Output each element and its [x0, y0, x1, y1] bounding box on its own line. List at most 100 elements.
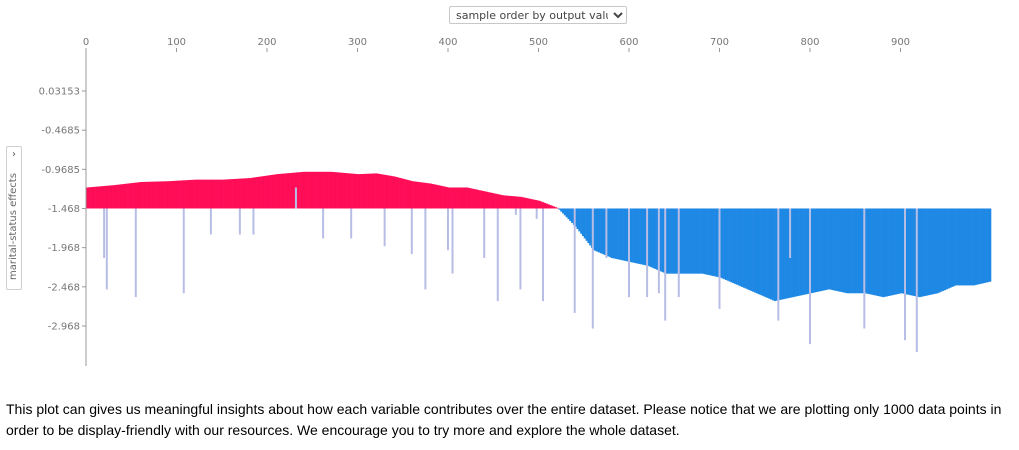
area-bar [525, 198, 528, 209]
area-bar [536, 200, 539, 209]
area-bar [958, 208, 961, 286]
area-bar [467, 187, 471, 209]
area-bar [884, 208, 887, 297]
area-bar [509, 195, 512, 209]
area-bar [781, 208, 784, 300]
area-bar [176, 180, 179, 209]
area-bar [301, 171, 304, 209]
area-bar [171, 181, 174, 209]
y-tick-label: -1.968 [48, 243, 80, 254]
area-bar [931, 208, 934, 295]
area-bar [192, 179, 195, 209]
area-bar [918, 208, 921, 298]
y-axis: 0.03153 -0.4685 -0.9685 -1.468 -1.968 -2.468 -… [39, 50, 87, 366]
area-bar [357, 174, 360, 209]
area-bar [886, 208, 889, 297]
area-bar [983, 208, 986, 283]
area-bar [397, 177, 400, 209]
area-bar [335, 172, 338, 209]
area-bar [768, 208, 771, 299]
y-tick-label: -0.4685 [41, 126, 80, 137]
area-bar [305, 171, 308, 209]
area-bar [857, 208, 860, 294]
area-bar [256, 177, 259, 209]
area-bar [775, 208, 778, 301]
area-bar [594, 208, 597, 251]
area-bar [735, 208, 738, 285]
area-bar [149, 181, 152, 209]
area-bar [221, 179, 224, 209]
area-bar [181, 180, 185, 209]
area-bar [395, 176, 398, 209]
area-bar [963, 208, 966, 286]
chart: 0 100 200 300 400 500 600 700 800 900 0.03153 -0.4… [39, 37, 992, 366]
area-bar [440, 185, 443, 209]
area-bar [457, 187, 460, 209]
area-bar [694, 208, 697, 274]
area-bar [326, 171, 329, 209]
area-bar [107, 185, 110, 209]
area-bar [889, 208, 892, 296]
area-bar [190, 179, 194, 209]
area-bar [165, 181, 168, 209]
area-bar [145, 181, 148, 209]
area-bar [913, 208, 916, 296]
area-bar [938, 208, 941, 293]
area-bar [324, 171, 328, 209]
area-bar [408, 180, 411, 209]
area-bar [493, 193, 496, 209]
area-bar [545, 203, 548, 209]
area-bar [86, 187, 89, 209]
area-bar [538, 200, 541, 209]
area-bar [212, 179, 215, 209]
area-bar [618, 208, 621, 260]
area-bar [924, 208, 927, 296]
area-bar [339, 172, 342, 209]
area-bar [833, 208, 836, 291]
area-bar [799, 208, 802, 296]
area-bar [956, 208, 959, 286]
area-bar [621, 208, 624, 261]
area-bar [89, 187, 92, 209]
area-bar [822, 208, 825, 291]
x-tick-label: 900 [891, 37, 910, 48]
y-axis-label-tab[interactable]: › marital-status effects [6, 146, 22, 290]
area-bar [949, 208, 952, 288]
area-bar [748, 208, 751, 291]
area-bar [934, 208, 937, 294]
area-bar [330, 171, 333, 209]
area-bar [297, 172, 300, 209]
order-select[interactable]: sample order by output value [449, 6, 627, 24]
area-bar [228, 179, 232, 209]
area-bar [962, 208, 965, 286]
x-tick-label: 200 [257, 37, 276, 48]
area-bar [800, 208, 804, 296]
area-bar [656, 208, 659, 270]
area-bar [829, 208, 833, 290]
area-bar [873, 208, 876, 296]
area-bar [498, 194, 501, 209]
area-bar [952, 208, 956, 287]
area-bar [91, 187, 94, 209]
area-bar [167, 181, 170, 209]
area-bar [844, 208, 847, 293]
area-bar [444, 186, 447, 209]
area-bar [858, 208, 861, 294]
area-bar [563, 208, 566, 216]
area-bar [981, 208, 985, 284]
chevron-right-icon[interactable]: › [12, 149, 16, 160]
area-bar [451, 187, 454, 209]
area-bar [129, 183, 132, 209]
area-bar [695, 208, 699, 274]
area-bar [478, 190, 481, 209]
area-bar [138, 182, 141, 209]
area-bar [189, 179, 192, 209]
area-bar [867, 208, 871, 295]
area-bar [502, 195, 505, 209]
area-bar [133, 182, 136, 209]
area-bar [636, 208, 639, 264]
area-bar [782, 208, 785, 300]
area-bar [252, 177, 255, 209]
area-bar [929, 208, 932, 295]
area-bar [790, 208, 793, 298]
